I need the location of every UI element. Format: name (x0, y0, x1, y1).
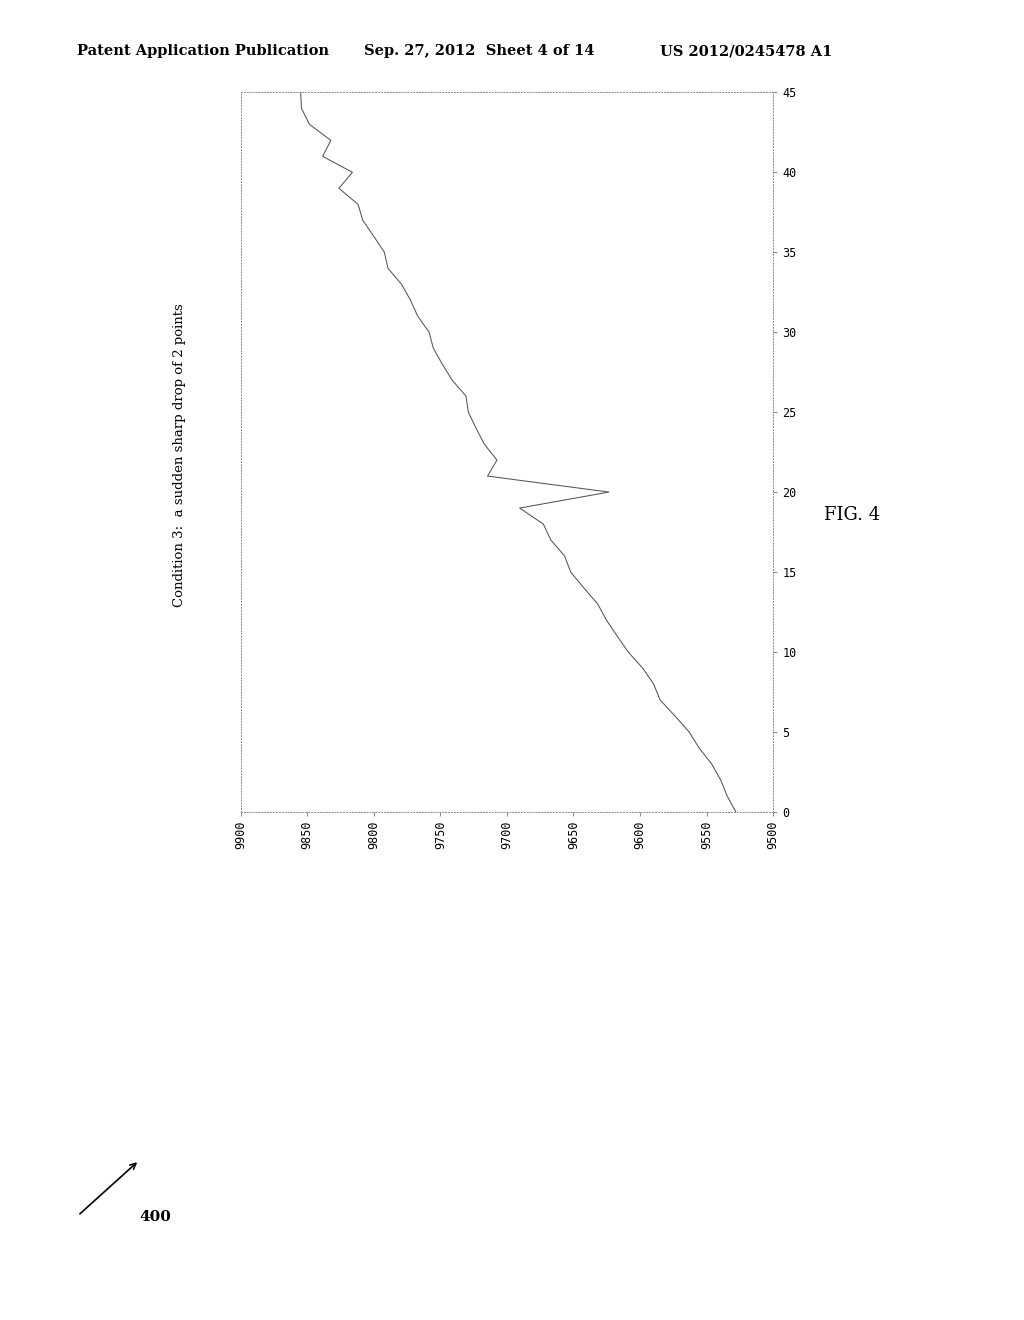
Text: US 2012/0245478 A1: US 2012/0245478 A1 (660, 45, 833, 58)
Text: Sep. 27, 2012  Sheet 4 of 14: Sep. 27, 2012 Sheet 4 of 14 (364, 45, 594, 58)
Text: Patent Application Publication: Patent Application Publication (77, 45, 329, 58)
Text: FIG. 4: FIG. 4 (824, 506, 881, 524)
Text: 400: 400 (139, 1209, 171, 1224)
Text: Condition 3:  a sudden sharp drop of 2 points: Condition 3: a sudden sharp drop of 2 po… (173, 304, 185, 607)
